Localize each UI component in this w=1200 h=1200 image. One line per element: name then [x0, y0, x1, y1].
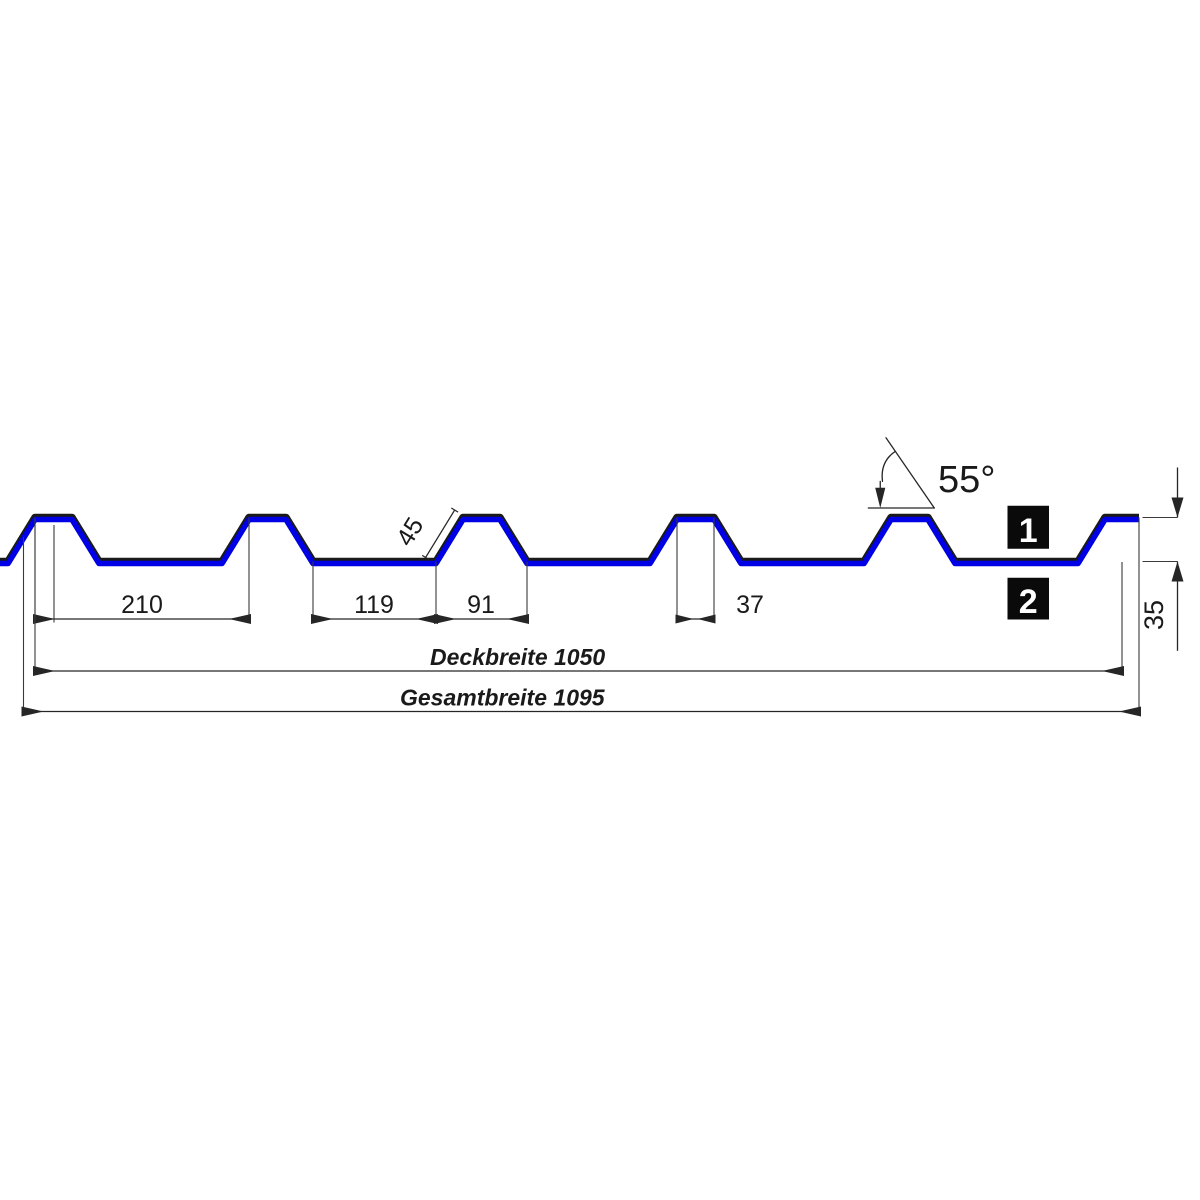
svg-text:1: 1: [1019, 512, 1038, 550]
svg-text:119: 119: [354, 591, 394, 619]
svg-text:37: 37: [736, 591, 764, 619]
svg-text:35: 35: [1139, 600, 1169, 630]
svg-text:Gesamtbreite 1095: Gesamtbreite 1095: [400, 685, 606, 711]
svg-text:2: 2: [1019, 583, 1038, 621]
svg-text:Deckbreite 1050: Deckbreite 1050: [430, 644, 605, 670]
svg-text:91: 91: [467, 591, 495, 619]
svg-text:55°: 55°: [938, 459, 995, 501]
svg-text:210: 210: [121, 591, 163, 619]
